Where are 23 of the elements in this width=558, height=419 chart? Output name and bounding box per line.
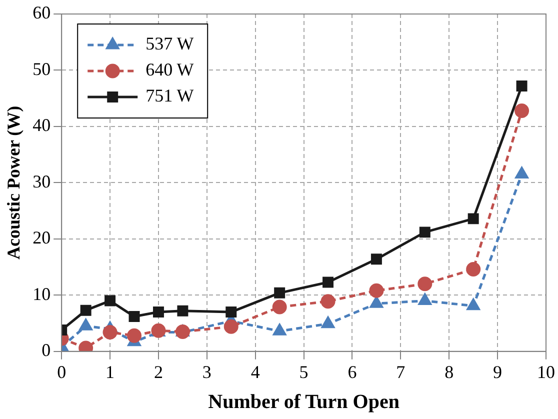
y-tick-label: 40 [32,115,51,136]
y-tick-label: 0 [42,340,51,360]
y-axis-title: Acoustic Power (W) [3,106,24,260]
x-tick-label: 0 [57,362,66,382]
y-tick-label: 30 [32,171,51,192]
legend-label: 537 W [146,34,194,54]
legend-label: 751 W [146,86,194,106]
x-tick-label: 3 [202,362,212,382]
y-tick-label: 20 [32,228,51,248]
legend-label: 640 W [146,60,194,80]
x-tick-label: 10 [537,362,555,382]
y-tick-label: 10 [32,284,51,304]
x-tick-label: 6 [348,362,357,382]
x-tick-label: 5 [299,362,308,382]
x-tick-label: 8 [444,362,454,382]
x-tick-label: 4 [250,362,260,382]
x-tick-label: 1 [106,362,115,382]
y-tick-label: 60 [32,2,51,23]
x-axis-title: Number of Turn Open [208,391,400,414]
y-tick-label: 50 [32,58,51,79]
x-tick-label: 9 [493,362,502,382]
x-tick-label: 7 [396,362,406,382]
x-tick-label: 2 [154,362,163,382]
